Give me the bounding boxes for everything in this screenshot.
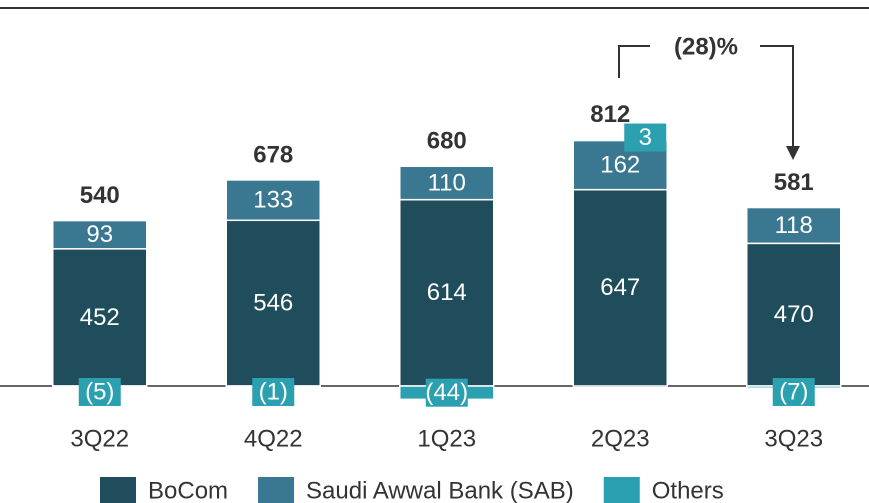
label-box — [425, 378, 468, 407]
x-tick-label: 3Q23 — [764, 425, 823, 452]
bar-segment — [52, 219, 148, 250]
value-label: 614 — [427, 279, 467, 306]
bar-segment — [399, 165, 495, 201]
bar-segment — [225, 219, 321, 387]
value-label: 133 — [253, 186, 293, 213]
legend-label: Saudi Awwal Bank (SAB) — [306, 477, 574, 503]
value-label: 93 — [86, 221, 113, 248]
value-label: 162 — [600, 151, 640, 178]
x-tick-label: 3Q22 — [70, 425, 129, 452]
value-label: 470 — [774, 301, 814, 328]
bracket — [618, 45, 650, 78]
x-tick-label: 1Q23 — [417, 425, 476, 452]
value-label: (44) — [425, 379, 468, 406]
x-tick-label: 4Q22 — [244, 425, 303, 452]
bar-segment — [746, 242, 842, 387]
bracket — [760, 45, 794, 150]
label-box — [624, 123, 667, 152]
total-label: 680 — [427, 128, 467, 155]
bar-segment — [572, 188, 668, 387]
value-label: (1) — [259, 378, 288, 405]
value-label: 647 — [600, 274, 640, 301]
value-label: (7) — [779, 378, 808, 405]
label-box — [78, 378, 121, 406]
value-label: 546 — [253, 289, 293, 316]
legend-label: Others — [652, 477, 724, 503]
label-box — [252, 378, 295, 406]
bar-segment — [52, 248, 148, 387]
arrow-head — [786, 146, 800, 160]
legend-swatch — [100, 477, 136, 503]
total-label: 540 — [80, 182, 120, 209]
x-tick-label: 2Q23 — [591, 425, 650, 452]
value-label: 452 — [80, 304, 120, 331]
value-label: 118 — [775, 212, 813, 239]
value-label: (5) — [85, 378, 114, 405]
bar-segment — [746, 206, 842, 245]
legend-swatch — [603, 477, 640, 503]
bar-segment — [225, 179, 321, 222]
value-label: 110 — [428, 169, 466, 196]
total-label: 581 — [774, 169, 814, 196]
annotation: (28)% — [674, 33, 738, 60]
change-annotation: (28)% — [618, 33, 800, 160]
bar-segment — [572, 138, 668, 142]
label-box — [772, 378, 815, 406]
total-label: 678 — [253, 141, 293, 168]
legend-label: BoCom — [148, 477, 228, 503]
total-label: 812 — [590, 101, 630, 128]
legend-swatch — [258, 477, 295, 503]
value-label: 3 — [639, 124, 652, 151]
